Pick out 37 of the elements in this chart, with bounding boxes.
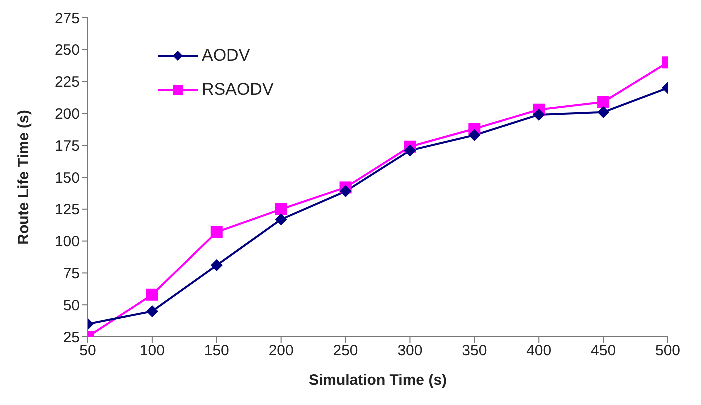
- point: [533, 108, 546, 121]
- x-tick-label: 250: [333, 342, 358, 360]
- y-tick-label: 225: [54, 74, 80, 92]
- y-tick-label: 275: [54, 10, 80, 28]
- point: [275, 214, 288, 226]
- y-tick-label: 25: [63, 329, 80, 346]
- point: [598, 96, 610, 108]
- y-axis-title: Route Life Time (s): [15, 110, 32, 245]
- y-tick-label: 175: [54, 138, 80, 155]
- point: [404, 144, 416, 157]
- y-tick-label: 250: [54, 42, 80, 60]
- x-tick-label: 100: [140, 342, 165, 360]
- point: [210, 226, 223, 238]
- point: [146, 288, 158, 301]
- x-tick-label: 400: [526, 342, 552, 360]
- x-tick-label: 500: [655, 342, 681, 360]
- y-tick-label: 75: [63, 266, 80, 283]
- y-tick-label: 50: [63, 297, 80, 314]
- point: [598, 106, 610, 118]
- point: [468, 129, 481, 142]
- x-tick-label: 150: [204, 342, 230, 360]
- x-tick-label: 200: [268, 342, 294, 360]
- point: [340, 186, 352, 198]
- y-tick-label: 125: [54, 202, 80, 219]
- point: [275, 203, 288, 216]
- y-tick-label: 150: [54, 170, 80, 187]
- x-tick-label: 300: [398, 342, 423, 360]
- y-tick-label: 200: [54, 106, 80, 124]
- x-tick-label: 350: [462, 342, 488, 360]
- x-tick-label: 450: [591, 342, 616, 360]
- y-tick-label: 100: [54, 234, 80, 251]
- x-tick-label: 50: [80, 342, 96, 360]
- x-axis-title: Simulation Time (s): [308, 372, 448, 389]
- legend-label: AODV: [202, 46, 250, 66]
- point: [210, 260, 223, 272]
- point: [146, 305, 158, 318]
- legend-label: RSAODV: [202, 80, 274, 100]
